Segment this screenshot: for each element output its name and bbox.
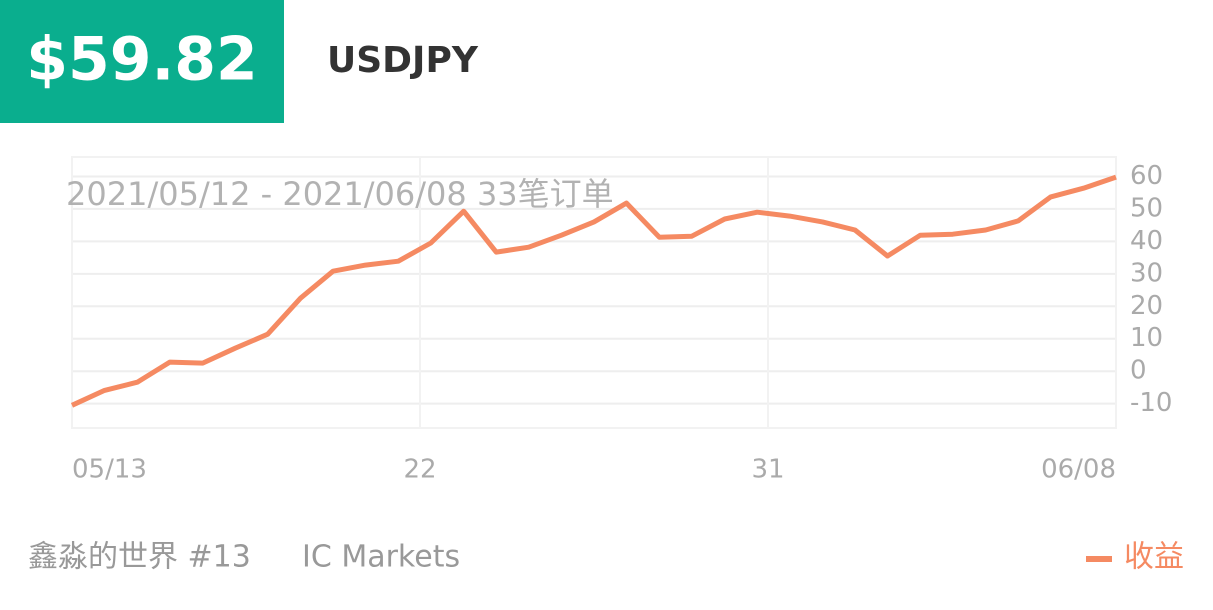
y-tick-label: 10 xyxy=(1130,323,1163,353)
account: 鑫淼的世界 #13 xyxy=(28,540,251,575)
y-tick-label: 30 xyxy=(1130,258,1163,288)
y-tick-label: 0 xyxy=(1130,356,1147,386)
price: $59.82 xyxy=(26,25,258,95)
subtitle: 2021/05/12 - 2021/06/08 33笔订单 xyxy=(66,175,614,213)
x-tick-label: 31 xyxy=(751,455,784,485)
x-tick-label: 06/08 xyxy=(1041,455,1116,485)
legend-swatch xyxy=(1086,556,1112,562)
y-tick-label: 20 xyxy=(1130,291,1163,321)
line xyxy=(70,174,1117,408)
symbol: USDJPY xyxy=(327,40,479,81)
x-tick-label: 22 xyxy=(403,455,436,485)
price-box xyxy=(0,0,284,123)
y-tick-label: -10 xyxy=(1130,388,1172,418)
legend-label: 收益 xyxy=(1124,540,1184,575)
broker: IC Markets xyxy=(302,540,460,575)
y-tick-label: 50 xyxy=(1130,193,1163,223)
y-tick-label: 60 xyxy=(1130,161,1163,191)
y-tick-label: 40 xyxy=(1130,226,1163,256)
x-tick-label: 05/13 xyxy=(72,455,147,485)
